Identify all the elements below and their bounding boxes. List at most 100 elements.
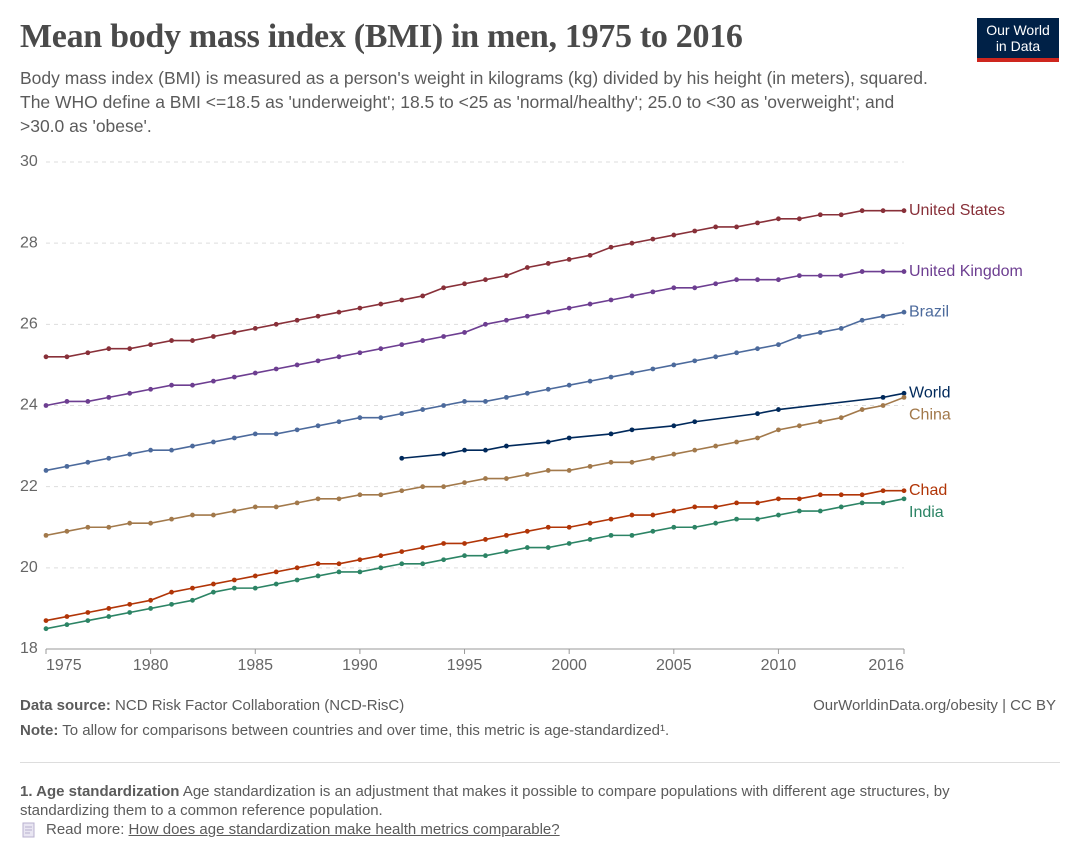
data-point xyxy=(336,569,342,575)
series-label: Chad xyxy=(909,482,947,499)
data-point xyxy=(503,317,509,323)
data-point xyxy=(692,285,698,291)
logo[interactable]: Our World in Data xyxy=(977,18,1059,62)
data-point xyxy=(336,561,342,567)
data-point xyxy=(545,545,551,550)
data-point xyxy=(671,232,677,238)
data-point xyxy=(901,390,907,396)
data-point xyxy=(462,330,467,335)
data-point xyxy=(399,561,405,567)
read-more-label: Read more: xyxy=(46,821,125,838)
data-point xyxy=(252,573,258,579)
data-point xyxy=(503,443,509,449)
data-point xyxy=(776,342,781,348)
data-point xyxy=(608,516,614,522)
data-point xyxy=(483,277,488,283)
data-point xyxy=(483,553,488,559)
x-tick-label: 1985 xyxy=(237,657,273,674)
series-line xyxy=(45,270,904,407)
x-tick-label: 1980 xyxy=(133,657,169,674)
series-label: China xyxy=(909,407,951,424)
note-text: To allow for comparisons between countri… xyxy=(62,722,670,739)
data-point xyxy=(817,508,823,514)
data-point xyxy=(315,313,321,319)
data-point xyxy=(336,354,342,360)
data-point xyxy=(650,289,656,295)
source-text: NCD Risk Factor Collaboration (NCD-RisC) xyxy=(115,697,405,714)
series-line xyxy=(45,311,905,472)
data-point xyxy=(503,549,509,554)
x-tick-label: 2000 xyxy=(551,657,587,674)
data-point xyxy=(629,293,635,299)
data-point xyxy=(671,451,677,457)
series-label: United States xyxy=(909,202,1005,219)
data-point xyxy=(796,423,802,429)
data-point xyxy=(357,305,363,311)
data-point xyxy=(566,435,572,441)
data-point xyxy=(838,415,844,421)
data-point xyxy=(315,573,321,579)
data-point xyxy=(441,334,447,339)
data-point xyxy=(671,508,677,514)
data-point xyxy=(462,480,467,486)
data-point xyxy=(190,585,195,591)
data-point xyxy=(880,313,886,319)
footnote-label: 1. Age standardization xyxy=(20,783,180,800)
data-point xyxy=(503,273,509,279)
data-point xyxy=(901,269,907,274)
data-point xyxy=(462,399,467,404)
data-point xyxy=(211,334,216,339)
data-point xyxy=(483,537,488,542)
data-point xyxy=(650,512,656,518)
data-point xyxy=(294,500,300,506)
data-point xyxy=(650,455,656,461)
data-point xyxy=(755,516,760,522)
data-point xyxy=(43,403,49,408)
data-point xyxy=(378,565,384,571)
data-point xyxy=(378,301,384,307)
x-tick-label: 2016 xyxy=(868,657,904,674)
data-point xyxy=(420,293,426,299)
read-more: Read more: How does age standardization … xyxy=(46,821,560,838)
data-point xyxy=(692,504,698,510)
data-point xyxy=(294,565,300,571)
data-point xyxy=(796,334,802,339)
data-point xyxy=(399,411,405,417)
data-point xyxy=(776,512,781,518)
data-point xyxy=(901,496,907,502)
data-point xyxy=(43,626,49,632)
data-point xyxy=(336,496,342,502)
data-point xyxy=(273,569,279,575)
data-point xyxy=(524,390,530,396)
data-point xyxy=(441,451,447,457)
data-point xyxy=(441,285,447,291)
data-point xyxy=(776,427,781,433)
data-point xyxy=(838,212,844,218)
data-point xyxy=(629,459,635,465)
data-point xyxy=(734,500,739,506)
data-point xyxy=(859,500,865,506)
data-point xyxy=(503,532,509,538)
chart: 18 20 22 24 26 28 30 1975 1980 1985 1990 1995 2000 20… xyxy=(20,153,1023,674)
data-point xyxy=(755,435,760,441)
data-point xyxy=(64,614,70,619)
data-point xyxy=(713,281,719,287)
data-point xyxy=(357,557,363,563)
data-point xyxy=(545,261,551,266)
data-point xyxy=(817,330,823,335)
data-point xyxy=(252,504,258,510)
data-point xyxy=(462,447,467,453)
y-tick-label: 18 xyxy=(20,640,38,657)
data-point xyxy=(776,407,781,412)
url[interactable]: OurWorldinData.org/obesity | CC BY xyxy=(813,697,1056,714)
data-point xyxy=(357,492,363,498)
data-point xyxy=(608,297,614,303)
data-point xyxy=(587,301,593,307)
data-point xyxy=(566,524,572,530)
data-point xyxy=(776,496,781,502)
data-point xyxy=(734,224,739,230)
read-more-link[interactable]: How does age standardization make health… xyxy=(128,821,560,838)
data-point xyxy=(85,618,91,623)
data-point xyxy=(713,520,719,526)
data-point xyxy=(315,496,321,502)
